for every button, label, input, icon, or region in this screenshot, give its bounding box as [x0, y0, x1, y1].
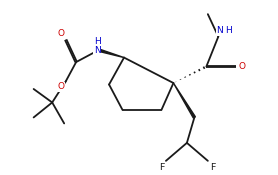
Text: O: O [239, 62, 246, 71]
Text: F: F [159, 163, 164, 172]
Text: O: O [57, 82, 64, 91]
Text: H: H [94, 37, 100, 46]
Text: N: N [217, 26, 223, 35]
Text: F: F [210, 163, 216, 172]
Polygon shape [98, 49, 124, 58]
Text: N: N [94, 46, 100, 55]
Polygon shape [173, 83, 195, 118]
Text: H: H [225, 26, 232, 35]
Text: O: O [57, 29, 64, 38]
